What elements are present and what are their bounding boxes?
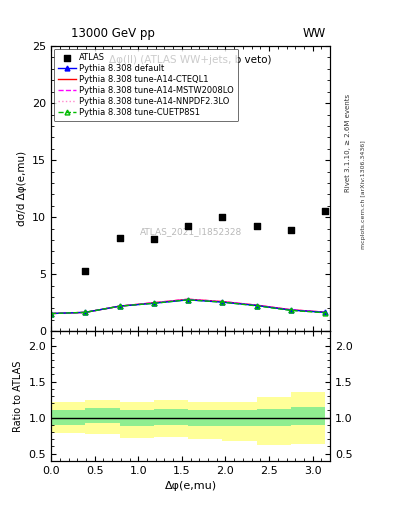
Pythia 8.308 tune-A14-CTEQL1	[118, 303, 122, 309]
Pythia 8.308 tune-A14-NNPDF2.3LO	[185, 296, 190, 303]
Pythia 8.308 tune-A14-NNPDF2.3LO	[152, 300, 156, 306]
Pythia 8.308 tune-CUETP8S1	[220, 299, 224, 305]
Pythia 8.308 tune-CUETP8S1	[118, 303, 122, 309]
Pythia 8.308 tune-A14-CTEQL1	[152, 300, 156, 306]
Line: Pythia 8.308 tune-CUETP8S1: Pythia 8.308 tune-CUETP8S1	[49, 297, 327, 316]
Pythia 8.308 default	[152, 300, 156, 306]
Pythia 8.308 tune-A14-CTEQL1	[185, 296, 190, 303]
Y-axis label: Ratio to ATLAS: Ratio to ATLAS	[13, 360, 23, 432]
Line: Pythia 8.308 tune-A14-MSTW2008LO: Pythia 8.308 tune-A14-MSTW2008LO	[51, 300, 325, 313]
Legend: ATLAS, Pythia 8.308 default, Pythia 8.308 tune-A14-CTEQL1, Pythia 8.308 tune-A14: ATLAS, Pythia 8.308 default, Pythia 8.30…	[53, 49, 238, 121]
ATLAS	[82, 267, 88, 275]
Pythia 8.308 tune-A14-CTEQL1	[255, 302, 259, 308]
ATLAS	[288, 226, 294, 234]
Pythia 8.308 tune-CUETP8S1	[255, 303, 259, 309]
Pythia 8.308 tune-CUETP8S1	[288, 307, 293, 313]
Pythia 8.308 tune-A14-NNPDF2.3LO	[288, 307, 293, 313]
Pythia 8.308 default	[255, 303, 259, 309]
Pythia 8.308 tune-A14-NNPDF2.3LO	[118, 303, 122, 309]
Pythia 8.308 tune-CUETP8S1	[152, 300, 156, 306]
Text: Δφ(ll) (ATLAS WW+jets, b veto): Δφ(ll) (ATLAS WW+jets, b veto)	[109, 55, 272, 65]
Text: Rivet 3.1.10, ≥ 2.6M events: Rivet 3.1.10, ≥ 2.6M events	[345, 94, 351, 193]
Pythia 8.308 tune-A14-NNPDF2.3LO	[323, 309, 327, 315]
ATLAS	[322, 207, 328, 216]
Line: Pythia 8.308 tune-A14-NNPDF2.3LO: Pythia 8.308 tune-A14-NNPDF2.3LO	[51, 300, 325, 313]
Pythia 8.308 tune-CUETP8S1	[323, 310, 327, 316]
Pythia 8.308 tune-A14-CTEQL1	[83, 309, 88, 315]
Pythia 8.308 tune-CUETP8S1	[185, 297, 190, 303]
Pythia 8.308 tune-A14-CTEQL1	[49, 310, 53, 316]
Pythia 8.308 tune-A14-MSTW2008LO	[185, 296, 190, 303]
Pythia 8.308 default	[118, 303, 122, 309]
Text: 13000 GeV pp: 13000 GeV pp	[71, 27, 154, 40]
Pythia 8.308 default	[288, 307, 293, 313]
Pythia 8.308 tune-A14-NNPDF2.3LO	[83, 309, 88, 315]
Text: mcplots.cern.ch [arXiv:1306.3436]: mcplots.cern.ch [arXiv:1306.3436]	[361, 140, 366, 249]
Pythia 8.308 tune-A14-NNPDF2.3LO	[255, 302, 259, 308]
Pythia 8.308 tune-A14-CTEQL1	[220, 298, 224, 305]
Pythia 8.308 tune-A14-MSTW2008LO	[152, 300, 156, 306]
Pythia 8.308 tune-A14-MSTW2008LO	[323, 309, 327, 315]
Y-axis label: dσ/d Δφ(e,mu): dσ/d Δφ(e,mu)	[17, 151, 27, 226]
Pythia 8.308 default	[220, 299, 224, 305]
Pythia 8.308 tune-A14-CTEQL1	[323, 309, 327, 315]
Text: WW: WW	[303, 27, 326, 40]
Pythia 8.308 tune-A14-MSTW2008LO	[49, 310, 53, 316]
Pythia 8.308 tune-A14-MSTW2008LO	[288, 307, 293, 313]
ATLAS	[185, 222, 191, 230]
Pythia 8.308 tune-A14-MSTW2008LO	[220, 298, 224, 305]
ATLAS	[151, 234, 157, 243]
ATLAS	[219, 213, 225, 221]
Pythia 8.308 tune-CUETP8S1	[83, 309, 88, 315]
Pythia 8.308 default	[49, 310, 53, 316]
Pythia 8.308 tune-CUETP8S1	[49, 310, 53, 316]
Pythia 8.308 default	[185, 297, 190, 303]
Pythia 8.308 tune-A14-MSTW2008LO	[255, 302, 259, 308]
ATLAS	[117, 233, 123, 242]
Text: ATLAS_2021_I1852328: ATLAS_2021_I1852328	[140, 227, 242, 236]
Pythia 8.308 tune-A14-MSTW2008LO	[83, 309, 88, 315]
Pythia 8.308 tune-A14-MSTW2008LO	[118, 303, 122, 309]
Pythia 8.308 tune-A14-NNPDF2.3LO	[49, 310, 53, 316]
Line: Pythia 8.308 tune-A14-CTEQL1: Pythia 8.308 tune-A14-CTEQL1	[51, 300, 325, 313]
Pythia 8.308 default	[83, 309, 88, 315]
Pythia 8.308 tune-A14-CTEQL1	[288, 307, 293, 313]
Pythia 8.308 default	[323, 309, 327, 315]
ATLAS	[254, 222, 260, 230]
Line: Pythia 8.308 default: Pythia 8.308 default	[49, 297, 327, 316]
X-axis label: Δφ(e,mu): Δφ(e,mu)	[165, 481, 217, 491]
Pythia 8.308 tune-A14-NNPDF2.3LO	[220, 298, 224, 305]
